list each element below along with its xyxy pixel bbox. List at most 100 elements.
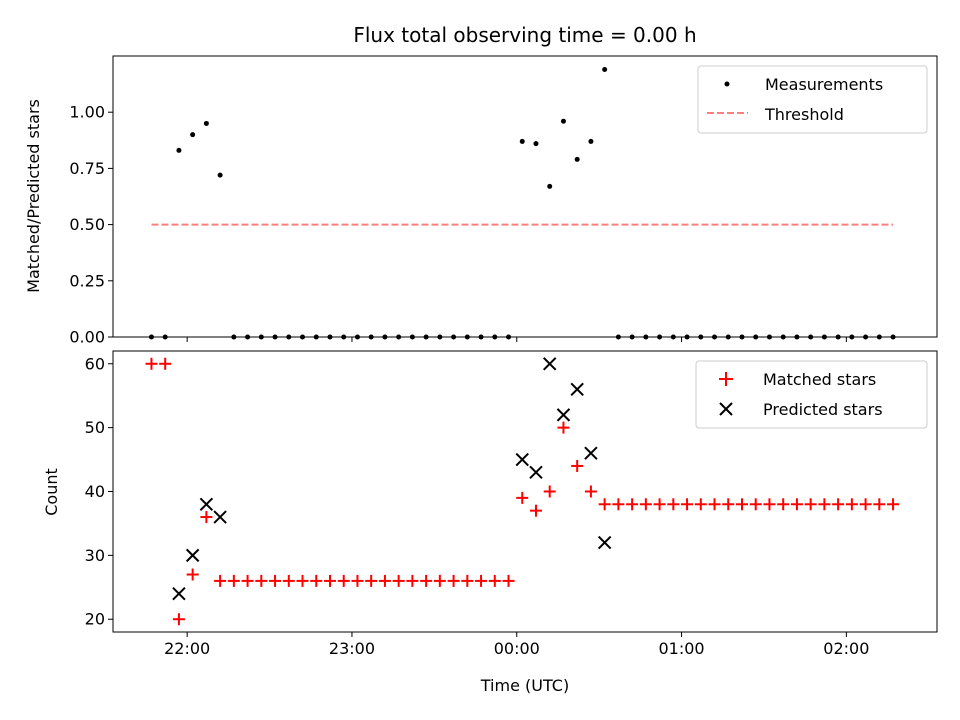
top-legend-box: [697, 65, 928, 134]
y-tick-label: 40: [85, 482, 105, 501]
predicted-star-point: [515, 452, 529, 467]
matched-star-point: [516, 491, 529, 504]
y-tick-label: 0.00: [69, 328, 105, 347]
matched-star-point: [832, 498, 845, 511]
matched-star-point: [323, 574, 336, 587]
matched-star-point: [887, 498, 900, 511]
matched-star-point: [873, 498, 886, 511]
y-tick-label: 20: [85, 610, 105, 629]
matched-star-point: [365, 574, 378, 587]
measurement-point: [547, 183, 553, 189]
matched-star-point: [763, 498, 776, 511]
matched-star-point: [694, 498, 707, 511]
top-legend: Measurements Threshold: [697, 65, 928, 134]
matched-star-point: [667, 498, 680, 511]
y-tick-label: 0.50: [69, 215, 105, 234]
bottom-x-ticks: 22:00 23:00 00:00 01:00 02:00: [164, 632, 869, 658]
bottom-panel: Count Time (UTC) 20 30 40 50 60 22:00 23:00 00…: [42, 350, 938, 695]
predicted-star-point: [570, 382, 584, 397]
matched-star-point: [310, 574, 323, 587]
x-tick-label: 02:00: [823, 639, 869, 658]
predicted-star-point: [172, 586, 186, 601]
measurement-point: [560, 118, 566, 124]
measurement-point: [190, 132, 196, 138]
matched-star-point: [447, 574, 460, 587]
matched-star-point: [708, 498, 721, 511]
bottom-legend-box: [695, 360, 928, 429]
matched-star-point: [502, 574, 515, 587]
top-axes-frame: [112, 55, 938, 338]
matched-star-point: [475, 574, 488, 587]
y-tick-label: 50: [85, 418, 105, 437]
legend-matched-marker: [719, 372, 733, 386]
matched-star-point: [337, 574, 350, 587]
matched-star-point: [378, 574, 391, 587]
y-tick-label: 0.75: [69, 159, 105, 178]
top-y-axis-label: Matched/Predicted stars: [24, 99, 43, 293]
predicted-star-point: [584, 446, 598, 460]
top-y-ticks: 0.00 0.25 0.50 0.75 1.00: [69, 103, 113, 347]
measurement-point: [574, 156, 580, 162]
top-x-ticks: [186, 337, 847, 342]
matched-star-point: [172, 613, 185, 626]
matched-star-point: [420, 574, 433, 587]
measurement-point: [533, 141, 539, 147]
measurement-point: [588, 138, 594, 144]
chart-title: Flux total observing time = 0.00 h: [353, 23, 696, 47]
matched-star-point: [145, 357, 158, 370]
matched-star-point: [804, 498, 817, 511]
matched-star-point: [406, 574, 419, 587]
matched-star-point: [749, 498, 762, 511]
legend-predicted-label: Predicted stars: [763, 400, 883, 419]
predicted-star-point: [199, 497, 214, 511]
measurement-point: [602, 66, 608, 72]
matched-star-point: [461, 574, 474, 587]
matched-star-point: [845, 498, 858, 511]
bottom-plot-area: [145, 357, 900, 626]
measurement-point: [203, 120, 209, 126]
y-tick-label: 1.00: [69, 103, 105, 122]
y-tick-label: 30: [85, 546, 105, 565]
x-tick-label: 00:00: [494, 639, 540, 658]
matched-star-point: [392, 574, 405, 587]
bottom-x-axis-label: Time (UTC): [480, 676, 569, 695]
matched-star-point: [433, 574, 446, 587]
matched-star-point: [269, 574, 282, 587]
matched-star-point: [296, 574, 309, 587]
matched-star-point: [859, 498, 872, 511]
matched-star-point: [612, 498, 625, 511]
legend-measurements-marker: [724, 81, 730, 87]
y-tick-label: 60: [85, 354, 105, 373]
legend-predicted-marker: [719, 402, 733, 416]
matched-star-point: [282, 574, 295, 587]
matched-star-point: [722, 498, 735, 511]
matched-star-point: [790, 498, 803, 511]
matched-star-point: [200, 511, 213, 524]
matched-star-point: [351, 574, 364, 587]
matched-star-point: [488, 574, 501, 587]
matched-star-point: [214, 574, 227, 587]
predicted-star-point: [529, 465, 543, 480]
matched-star-point: [653, 498, 666, 511]
predicted-star-point: [597, 535, 612, 550]
x-tick-label: 01:00: [659, 639, 705, 658]
matched-star-point: [186, 568, 199, 581]
measurement-point: [176, 147, 182, 153]
predicted-star-point: [556, 408, 571, 422]
bottom-y-ticks: 20 30 40 50 60: [85, 354, 113, 629]
matched-star-point: [598, 498, 611, 511]
bottom-y-axis-label: Count: [42, 468, 61, 516]
matched-star-point: [584, 485, 597, 498]
bottom-axes-frame: [112, 350, 938, 633]
bottom-legend: Matched stars Predicted stars: [695, 360, 928, 429]
matched-star-point: [681, 498, 694, 511]
y-tick-label: 0.25: [69, 271, 105, 290]
matched-star-point: [626, 498, 639, 511]
predicted-star-point: [213, 510, 227, 524]
matched-star-point: [543, 485, 556, 498]
x-tick-label: 23:00: [329, 639, 375, 658]
matched-star-point: [241, 574, 254, 587]
matched-star-point: [777, 498, 790, 511]
matched-star-point: [227, 574, 240, 587]
